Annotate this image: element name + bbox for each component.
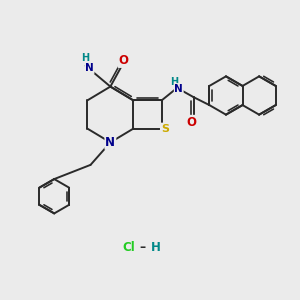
Text: N: N: [85, 63, 94, 74]
Text: N: N: [174, 84, 183, 94]
Text: S: S: [161, 124, 169, 134]
Text: H: H: [151, 241, 161, 254]
Text: Cl: Cl: [122, 241, 135, 254]
Text: O: O: [118, 54, 129, 67]
Text: –: –: [140, 241, 146, 254]
Text: N: N: [105, 136, 116, 149]
Text: H: H: [170, 77, 178, 87]
Text: H: H: [82, 52, 90, 62]
Text: O: O: [187, 116, 196, 129]
